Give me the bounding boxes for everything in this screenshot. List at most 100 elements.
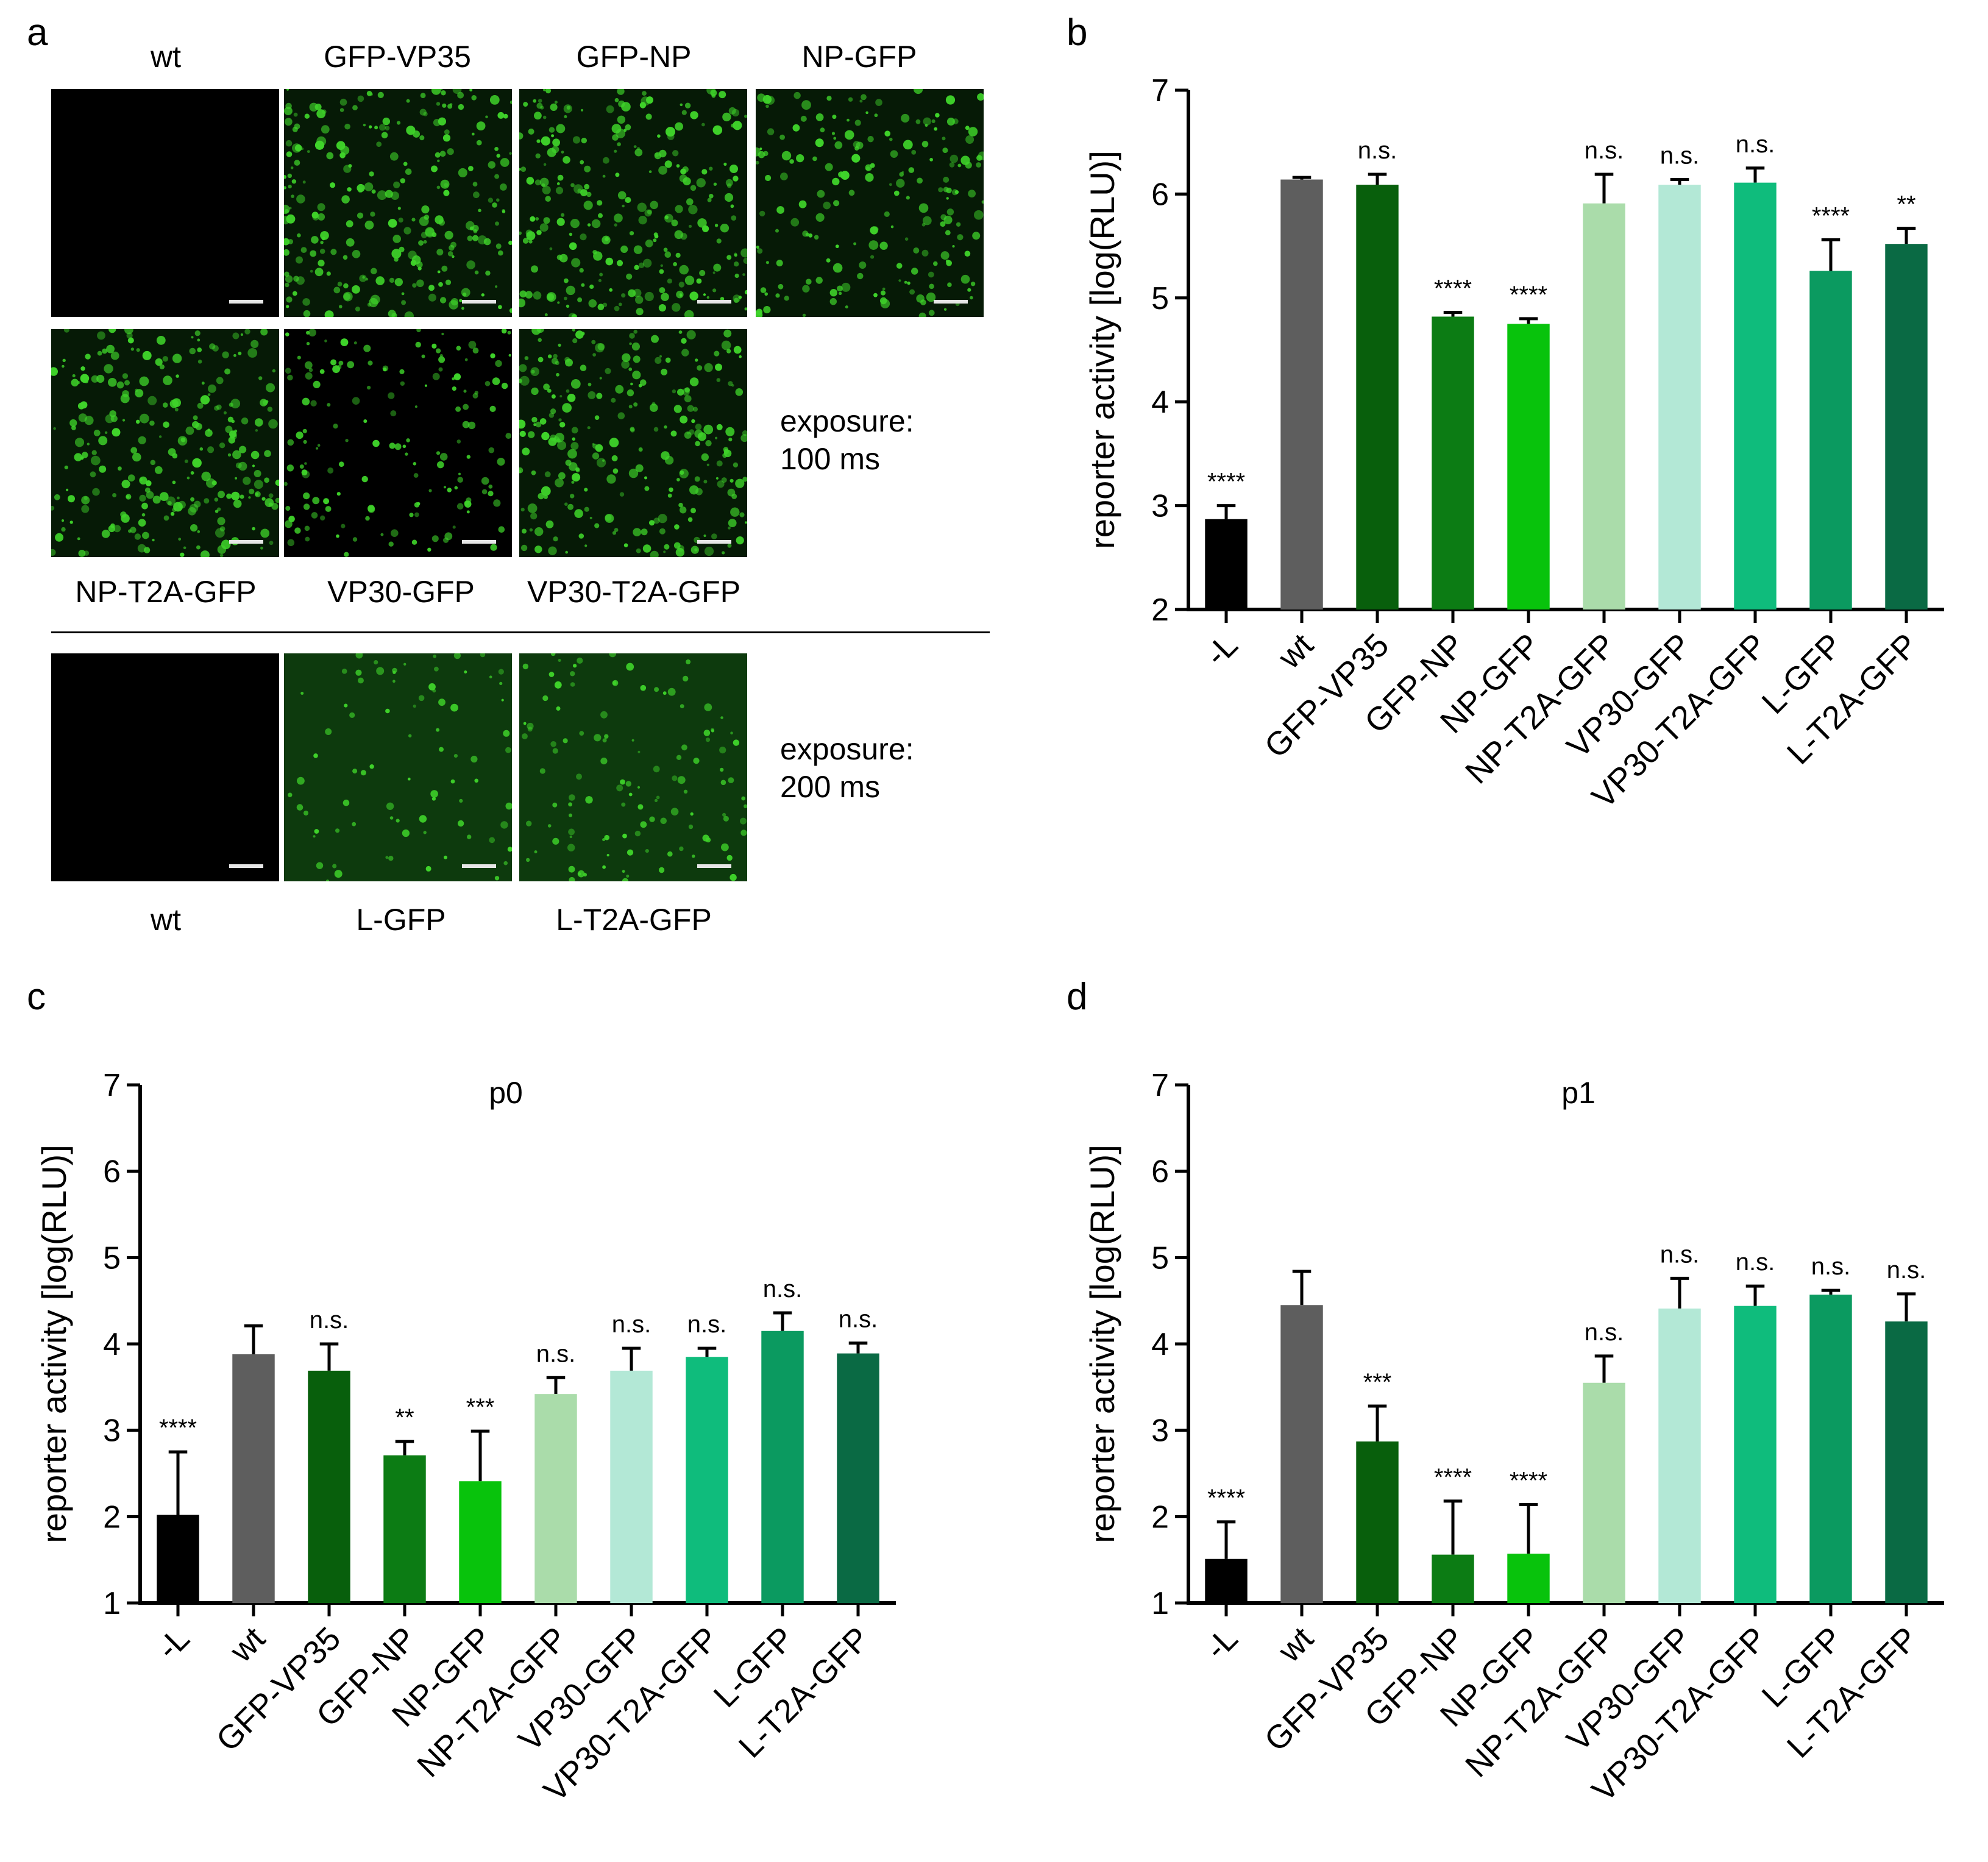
fluorescent-cell (436, 249, 444, 256)
fluorescent-cell (893, 190, 900, 196)
fluorescent-cell (217, 517, 225, 525)
fluorescent-cell (664, 215, 669, 219)
fluorescent-cell (439, 151, 446, 157)
fluorescent-cell (723, 162, 727, 166)
fluorescent-cell (154, 466, 163, 474)
y-axis-title: reporter activity [log(RLU)] (1083, 151, 1121, 549)
fluorescent-cell (500, 821, 508, 829)
fluorescent-cell (296, 432, 304, 439)
significance-label: n.s. (839, 1306, 878, 1333)
fluorescent-cell (158, 435, 162, 438)
fluorescent-cell (358, 677, 364, 684)
fluorescent-cell (509, 100, 512, 104)
fluorescent-cell (622, 870, 625, 873)
fluorescent-cell (831, 132, 836, 135)
fluorescent-cell (436, 348, 441, 354)
fluorescent-cell (346, 220, 353, 228)
x-tick-label: -L (1198, 627, 1244, 673)
fluorescent-cell (520, 508, 525, 512)
fluorescent-cell (430, 790, 438, 798)
fluorescent-cell (701, 453, 709, 461)
fluorescent-cell (428, 293, 436, 302)
fluorescent-cell (178, 500, 186, 509)
fluorescent-cell (85, 354, 91, 360)
fluorescent-cell (219, 442, 225, 449)
fluorescent-cell (336, 534, 339, 538)
fluorescent-cell (472, 347, 479, 354)
fluorescent-cell (522, 528, 527, 534)
exposure-label: exposure: (780, 732, 914, 766)
fluorescent-cell (456, 346, 461, 351)
fluorescent-cell (543, 163, 547, 166)
fluorescent-cell (352, 397, 360, 405)
fluorescent-cell (664, 456, 674, 465)
fluorescent-cell (240, 494, 244, 499)
fluorescent-cell (99, 465, 107, 473)
fluorescent-cell (467, 421, 476, 430)
fluorescent-cell (622, 353, 631, 362)
fluorescent-cell (618, 302, 622, 307)
fluorescent-cell (835, 244, 839, 249)
fluorescent-cell (453, 373, 461, 380)
fluorescent-cell (456, 503, 464, 510)
micrograph-wt-200ms (51, 653, 279, 881)
fluorescent-cell (284, 175, 286, 179)
fluorescent-cell (208, 384, 216, 393)
fluorescent-cell (471, 95, 477, 101)
y-axis-title: reporter activity [log(RLU)] (35, 1145, 73, 1543)
y-tick-label: 4 (1151, 385, 1169, 420)
fluorescent-cell (538, 492, 544, 500)
fluorescent-cell (978, 151, 984, 160)
fluorescent-cell (628, 468, 639, 478)
fluorescent-cell (781, 151, 792, 161)
significance-label: n.s. (1585, 137, 1624, 164)
fluorescent-cell (815, 113, 824, 121)
fluorescent-cell (520, 166, 527, 172)
fluorescent-cell (570, 494, 575, 499)
bar (1658, 1308, 1701, 1603)
fluorescent-cell (496, 198, 500, 202)
fluorescent-cell (545, 196, 551, 202)
fluorescent-cell (617, 89, 625, 95)
fluorescent-cell (396, 819, 400, 823)
fluorescent-cell (285, 520, 293, 528)
fluorescent-cell (392, 670, 396, 674)
fluorescent-cell (264, 477, 269, 483)
fluorescent-cell (266, 383, 275, 393)
fluorescent-cell (450, 298, 458, 306)
fluorescent-cell (174, 408, 179, 411)
fluorescent-cell (297, 355, 301, 360)
fluorescent-cell (625, 781, 631, 787)
fluorescent-cell (568, 828, 575, 836)
micrograph-canvas (756, 89, 984, 317)
fluorescent-cell (628, 289, 636, 297)
fluorescent-cell (566, 285, 575, 296)
fluorescent-cell (684, 102, 691, 108)
fluorescent-cell (388, 856, 394, 861)
fluorescent-cell (312, 497, 320, 505)
fluorescent-cell (481, 477, 489, 485)
fluorescent-cell (357, 212, 364, 219)
fluorescent-cell (416, 261, 423, 268)
fluorescent-cell (383, 367, 387, 372)
fluorescent-cell (642, 91, 647, 96)
fluorescent-cell (462, 421, 470, 428)
fluorescent-cell (697, 218, 707, 228)
fluorescent-cell (340, 338, 349, 346)
fluorescent-cell (573, 664, 577, 668)
fluorescent-cell (956, 222, 961, 227)
fluorescent-cell (740, 830, 747, 836)
fluorescent-cell (555, 433, 564, 442)
fluorescent-cell (663, 550, 666, 553)
fluorescent-cell (216, 377, 224, 385)
fluorescent-cell (428, 285, 435, 291)
fluorescent-cell (550, 435, 556, 441)
fluorescent-cell (112, 493, 117, 497)
fluorescent-cell (96, 374, 105, 383)
fluorescent-cell (141, 502, 148, 510)
fluorescent-cell (682, 388, 690, 396)
fluorescent-cell (968, 127, 978, 137)
fluorescent-cell (553, 354, 558, 359)
fluorescent-cell (311, 512, 318, 519)
fluorescent-cell (898, 279, 901, 282)
